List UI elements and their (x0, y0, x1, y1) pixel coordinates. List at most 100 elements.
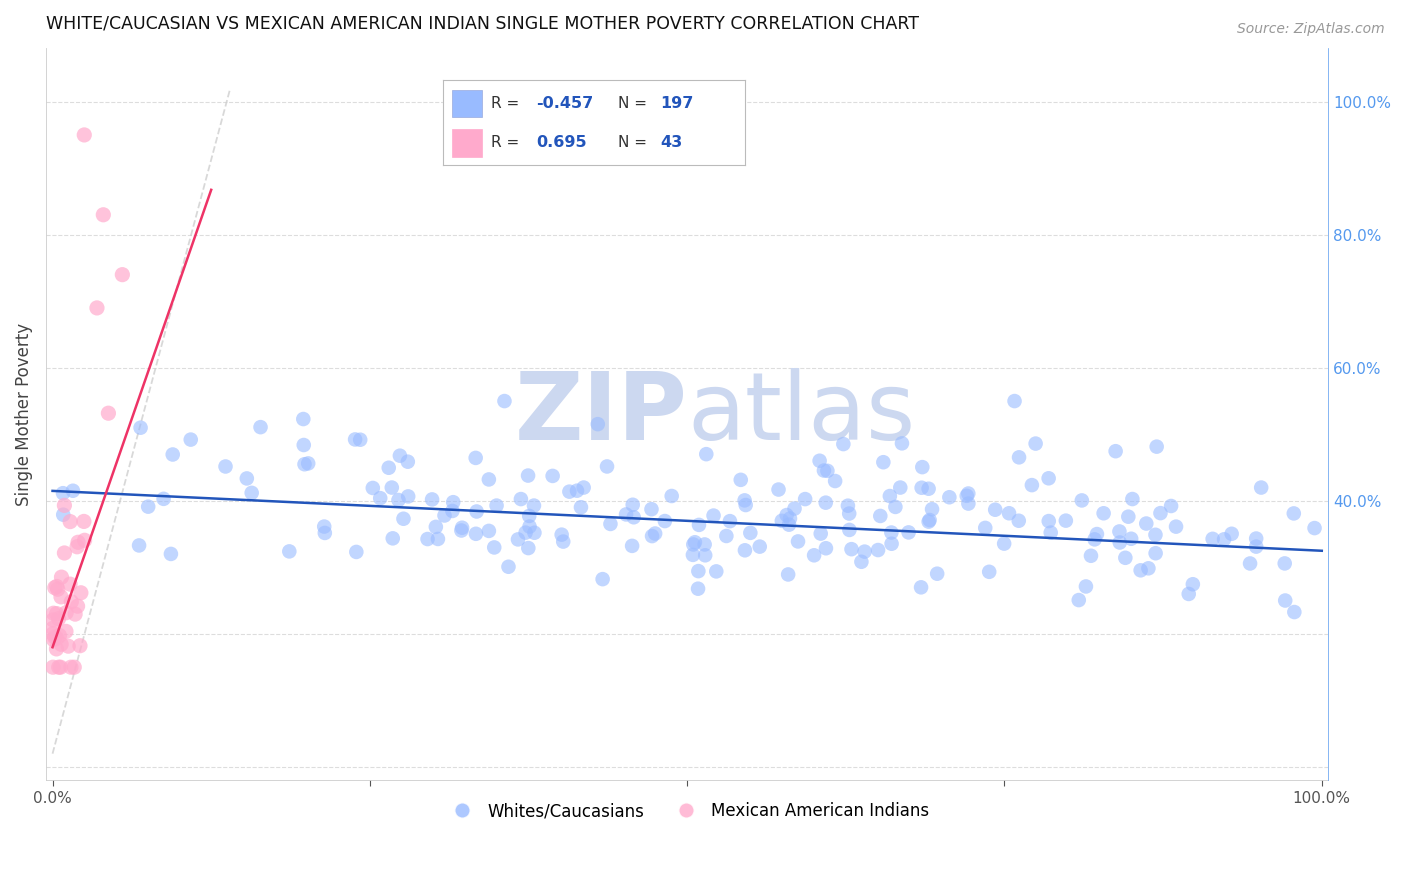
Point (569, 500, 592, 515)
Point (1239, 557, 1261, 571)
Point (46, 582, 69, 597)
Point (1149, 506, 1171, 520)
Point (484, 541, 506, 555)
Point (59, 660, 82, 674)
Point (1213, 533, 1236, 547)
Point (48, 612, 70, 626)
Point (63, 660, 86, 674)
Point (249, 420, 271, 434)
Point (838, 523, 860, 537)
Point (1104, 444, 1126, 458)
Point (49, 590, 72, 604)
Point (641, 529, 664, 543)
Point (45, 607, 67, 621)
Text: R =: R = (491, 95, 524, 111)
Point (640, 502, 662, 516)
Point (517, 541, 540, 555)
Point (841, 542, 863, 557)
Text: N =: N = (619, 95, 652, 111)
Point (889, 481, 911, 495)
Point (853, 544, 876, 558)
Point (66, 599, 89, 614)
Point (55, 606, 77, 620)
Point (1118, 509, 1140, 524)
Point (1220, 526, 1243, 541)
Point (956, 489, 979, 503)
Text: 0.695: 0.695 (537, 136, 588, 151)
Text: WHITE/CAUCASIAN VS MEXICAN AMERICAN INDIAN SINGLE MOTHER POVERTY CORRELATION CHA: WHITE/CAUCASIAN VS MEXICAN AMERICAN INDI… (46, 15, 920, 33)
Point (879, 489, 901, 503)
Point (292, 412, 315, 426)
Point (688, 517, 710, 532)
Point (236, 471, 259, 485)
Point (42, 606, 65, 620)
Y-axis label: Single Mother Poverty: Single Mother Poverty (15, 323, 32, 506)
Point (703, 508, 725, 523)
Point (433, 508, 456, 523)
Point (1021, 478, 1043, 492)
Point (621, 539, 644, 553)
Point (695, 447, 717, 461)
Text: -0.457: -0.457 (537, 95, 593, 111)
Point (416, 532, 439, 546)
Point (1070, 493, 1092, 508)
Point (884, 500, 907, 514)
Point (998, 506, 1021, 520)
Point (740, 525, 762, 540)
Point (349, 433, 371, 447)
Point (506, 533, 529, 547)
Point (730, 473, 752, 487)
Point (1282, 507, 1305, 521)
Point (1085, 527, 1108, 541)
Point (1137, 561, 1160, 575)
Point (451, 521, 474, 535)
Point (957, 497, 980, 511)
Point (814, 541, 837, 556)
Text: 197: 197 (661, 95, 695, 111)
Point (86, 301, 108, 315)
Point (136, 500, 159, 514)
Point (392, 512, 415, 526)
Point (984, 502, 1007, 516)
Point (42, 621, 65, 635)
Text: 43: 43 (661, 136, 683, 151)
Point (921, 502, 943, 516)
Point (128, 538, 150, 552)
Point (97, 406, 120, 420)
Point (550, 527, 572, 541)
Point (814, 496, 837, 510)
Point (278, 544, 301, 558)
Point (52, 508, 75, 522)
Point (70, 586, 93, 600)
Point (396, 455, 419, 469)
Point (45, 641, 67, 656)
Point (478, 524, 501, 538)
Point (911, 460, 934, 475)
Point (682, 548, 704, 562)
FancyBboxPatch shape (451, 89, 482, 117)
Point (519, 519, 541, 533)
Point (1025, 436, 1047, 450)
Point (1274, 557, 1296, 571)
Point (957, 486, 980, 500)
Point (1274, 593, 1296, 607)
Point (1080, 549, 1102, 563)
Point (1038, 471, 1060, 485)
Point (464, 526, 486, 541)
Point (770, 514, 793, 528)
Point (1129, 563, 1152, 577)
Point (49, 660, 72, 674)
Point (48, 660, 70, 674)
Point (592, 572, 614, 586)
Point (897, 525, 920, 540)
Point (59, 577, 82, 591)
Point (42, 660, 65, 674)
Point (979, 565, 1001, 579)
Point (824, 474, 846, 488)
Point (614, 508, 637, 522)
Point (832, 437, 855, 451)
Point (813, 464, 835, 478)
Point (42, 632, 65, 647)
Point (734, 493, 756, 508)
Point (53, 546, 76, 560)
